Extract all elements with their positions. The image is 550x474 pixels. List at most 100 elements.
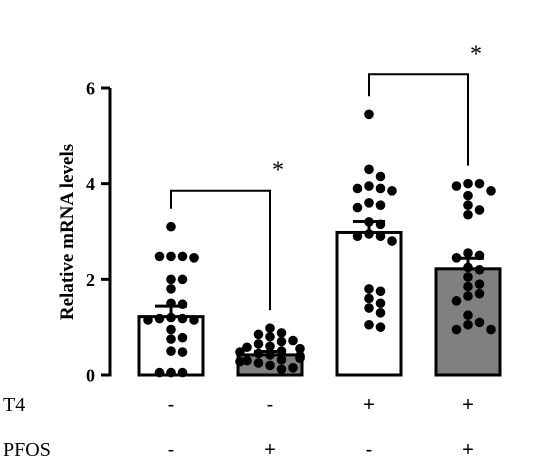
data-point: [166, 346, 176, 356]
data-point: [364, 164, 374, 175]
data-point: [486, 324, 496, 335]
data-point: [375, 183, 386, 194]
data-point: [166, 221, 176, 232]
factor-symbol: -: [267, 394, 274, 416]
factor-symbol: +: [264, 439, 276, 461]
data-point: [265, 341, 275, 352]
data-point: [474, 205, 485, 215]
data-point: [189, 253, 199, 263]
data-point: [265, 323, 275, 333]
data-point: [177, 332, 188, 343]
data-point: [177, 251, 188, 262]
data-point: [235, 356, 245, 367]
data-point: [154, 367, 165, 378]
data-point: [463, 310, 473, 321]
factor-label-t4: T4: [3, 394, 25, 416]
data-point: [364, 109, 374, 120]
data-point: [242, 342, 252, 353]
factor-symbol: +: [462, 439, 474, 461]
data-point: [387, 186, 397, 196]
data-point: [177, 347, 188, 357]
data-point: [265, 360, 275, 371]
factor-symbol: +: [363, 394, 375, 416]
factor-symbol: -: [366, 439, 373, 461]
data-point: [166, 284, 176, 294]
factor-symbol: -: [168, 439, 175, 461]
data-point: [166, 334, 176, 344]
data-point: [177, 313, 188, 324]
data-point: [463, 248, 473, 258]
data-point: [474, 279, 485, 289]
data-point: [166, 367, 176, 378]
data-point: [352, 231, 363, 242]
data-point: [295, 343, 305, 354]
significance-bracket: [368, 73, 469, 166]
data-point: [474, 288, 485, 299]
data-point: [364, 198, 374, 208]
data-point: [166, 251, 176, 262]
data-point: [463, 190, 473, 201]
y-tick-label: 6: [86, 79, 95, 99]
data-point: [143, 315, 153, 325]
data-point: [253, 339, 264, 349]
data-point: [463, 291, 473, 301]
data-point: [474, 317, 485, 328]
data-point: [288, 363, 298, 373]
data-point: [166, 312, 176, 323]
data-point: [253, 329, 264, 340]
data-point: [451, 324, 462, 335]
data-point: [451, 296, 462, 306]
data-point: [276, 336, 287, 347]
significance-star: *: [470, 41, 482, 67]
data-point: [177, 274, 188, 285]
significance-bracket: [170, 189, 271, 311]
data-point: [288, 335, 298, 346]
y-tick-label: 0: [86, 366, 95, 386]
data-point: [253, 358, 264, 368]
data-point: [235, 347, 245, 357]
factor-symbol: -: [168, 394, 175, 416]
data-point: [189, 315, 199, 325]
data-point: [364, 181, 374, 191]
data-point: [375, 298, 386, 309]
data-point: [166, 274, 176, 285]
data-point: [463, 200, 473, 210]
y-axis: 0 2 4 6: [86, 79, 112, 386]
factor-table: T4 - - + + PFOS - + - +: [3, 394, 474, 461]
data-point: [375, 200, 386, 210]
y-tick-label: 2: [86, 270, 95, 290]
data-point: [242, 355, 252, 366]
y-axis-label: Relative mRNA levels: [57, 144, 78, 320]
data-point: [265, 331, 275, 342]
data-point: [276, 364, 287, 375]
data-point: [375, 308, 386, 318]
significance-star: *: [272, 158, 284, 184]
data-point: [295, 353, 305, 364]
data-point: [375, 231, 386, 242]
data-point: [352, 202, 363, 213]
data-point: [474, 264, 485, 275]
data-point: [177, 367, 188, 378]
data-point: [276, 354, 287, 365]
data-point: [364, 303, 374, 313]
data-point: [276, 328, 287, 338]
data-point: [463, 281, 473, 292]
data-point: [451, 181, 462, 191]
factor-label-pfos: PFOS: [3, 439, 51, 461]
data-point: [375, 322, 386, 332]
factor-symbol: +: [462, 394, 474, 416]
y-tick-label: 4: [86, 174, 95, 194]
data-point: [154, 251, 165, 262]
significance-layer: **: [170, 41, 482, 311]
data-point: [166, 324, 176, 335]
data-point: [463, 272, 473, 282]
data-point: [364, 319, 374, 330]
data-point: [364, 284, 374, 294]
data-point: [387, 236, 397, 246]
data-point: [375, 286, 386, 297]
data-point: [352, 183, 363, 194]
data-point: [364, 229, 374, 239]
data-point: [375, 171, 386, 182]
data-point: [154, 313, 165, 324]
